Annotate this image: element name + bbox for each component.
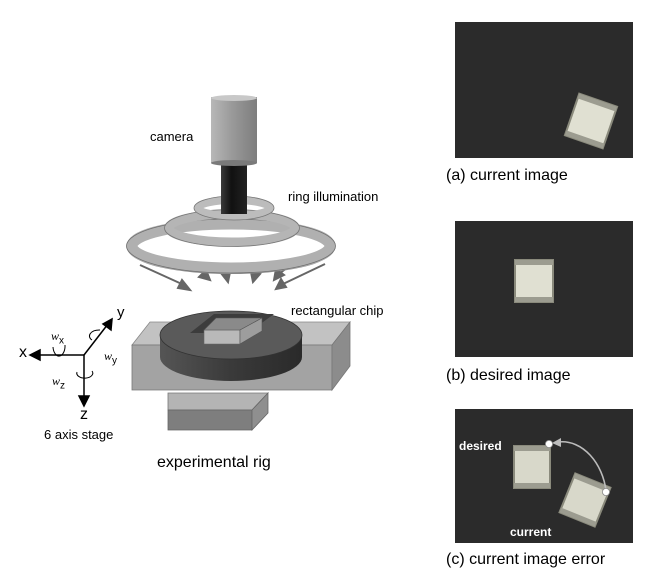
rectangular-chip bbox=[190, 314, 274, 345]
rotation-wy-label: wy bbox=[104, 349, 118, 367]
axis-x-label: x bbox=[19, 344, 27, 361]
camera bbox=[211, 95, 257, 214]
image-error-photo bbox=[455, 409, 633, 543]
panel-b-caption: (b) desired image bbox=[446, 367, 571, 384]
light-arrows bbox=[139, 262, 326, 292]
camera-label: camera bbox=[150, 129, 194, 144]
panel-c-caption: (c) current image error bbox=[446, 551, 606, 568]
desired-image-photo bbox=[455, 221, 633, 357]
error-current-label: current bbox=[510, 525, 552, 539]
ring-illumination-label: ring illumination bbox=[288, 189, 379, 204]
stage-base bbox=[167, 391, 269, 432]
axis-frame bbox=[28, 317, 113, 408]
experimental-rig-illustration bbox=[28, 95, 351, 432]
rectangular-chip-label: rectangular chip bbox=[291, 303, 384, 318]
rotation-wz-label: wz bbox=[52, 374, 66, 392]
axis-z-label: z bbox=[80, 406, 88, 423]
panel-a-caption: (a) current image bbox=[446, 167, 568, 184]
rig-caption: experimental rig bbox=[157, 454, 271, 471]
current-image-photo bbox=[455, 22, 633, 158]
stage-label: 6 axis stage bbox=[44, 427, 114, 442]
error-desired-label: desired bbox=[459, 439, 502, 453]
rotation-wx-label: wx bbox=[51, 329, 65, 347]
axis-y-label: y bbox=[117, 304, 125, 321]
